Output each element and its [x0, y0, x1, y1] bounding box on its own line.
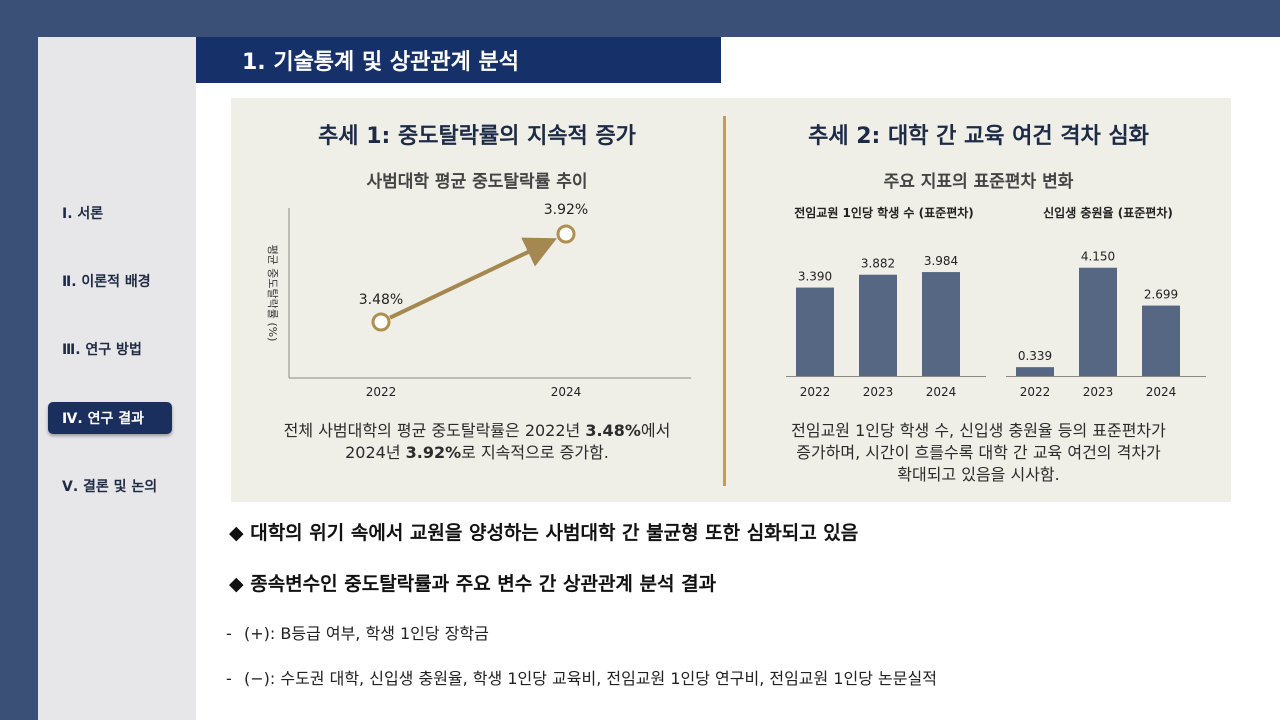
enrollment-rate-bar-2022 [1016, 367, 1054, 376]
x-tick-2022: 2022 [366, 385, 397, 398]
enrollment-rate-bar-2023 [1079, 267, 1117, 376]
faculty-ratio-bar-2023 [859, 274, 897, 376]
enrollment-rate-x-tick-2024: 2024 [1146, 385, 1177, 399]
sidebar-item-introduction[interactable]: Ⅰ. 서론 [62, 206, 104, 222]
data-point-2024 [556, 224, 576, 244]
faculty-ratio-bar-2024 [922, 272, 960, 376]
dash-marker: - [226, 669, 232, 688]
dash-marker: - [226, 624, 232, 643]
caption-text: 로 지속적으로 증가함. [461, 443, 609, 462]
bar-chart-2-title: 신입생 충원율 (표준편차) [1043, 206, 1173, 220]
panel-divider [723, 116, 726, 486]
trend1-caption: 전체 사범대학의 평균 중도탈락률은 2022년 3.48%에서 2024년 3… [231, 420, 723, 464]
sidebar-item-results[interactable]: Ⅳ. 연구 결과 [48, 402, 172, 434]
slide: Ⅰ. 서론 Ⅱ. 이론적 배경 Ⅲ. 연구 방법 Ⅳ. 연구 결과 Ⅴ. 결론 … [38, 37, 1280, 720]
enrollment-rate-bar-2024 [1142, 305, 1180, 376]
sidebar-item-method[interactable]: Ⅲ. 연구 방법 [62, 342, 142, 358]
bullet-correlation: ◆ 종속변수인 중도탈락률과 주요 변수 간 상관관계 분석 결과 [229, 573, 717, 595]
sidebar-nav: Ⅰ. 서론 Ⅱ. 이론적 배경 Ⅲ. 연구 방법 Ⅳ. 연구 결과 Ⅴ. 결론 … [38, 37, 196, 720]
faculty-ratio-x-tick-2023: 2023 [863, 385, 894, 399]
caption-text: 2024년 [345, 443, 406, 462]
positive-correlates: - (+): B등급 여부, 학생 1인당 장학금 [226, 620, 489, 644]
faculty-ratio-x-tick-2024: 2024 [926, 385, 957, 399]
enrollment-rate-bar-chart: 0.339 2022 4.150 2023 2.699 2024 [1006, 250, 1206, 399]
data-label-2024: 3.92% [544, 202, 588, 218]
caption-text: 에서 [640, 421, 671, 440]
enrollment-rate-value-label-2024: 2.699 [1144, 288, 1178, 302]
faculty-ratio-bar-2022 [796, 287, 834, 376]
caption-line: 확대되고 있음을 시사함. [897, 465, 1060, 484]
faculty-ratio-value-label-2024: 3.984 [924, 254, 958, 268]
data-point-2022 [371, 312, 391, 332]
caption-highlight: 3.92% [405, 443, 462, 462]
positive-correlates-text: (+): B등급 여부, 학생 1인당 장학금 [244, 624, 489, 643]
faculty-ratio-value-label-2022: 3.390 [798, 270, 832, 284]
trend-arrow-line [389, 237, 557, 320]
faculty-ratio-x-tick-2022: 2022 [800, 385, 831, 399]
data-label-2022: 3.48% [359, 292, 403, 308]
trend1-title: 추세 1: 중도탈락률의 지속적 증가 [318, 124, 636, 149]
negative-correlates: - (−): 수도권 대학, 신입생 충원율, 학생 1인당 교육비, 전임교원 … [226, 665, 937, 689]
enrollment-rate-value-label-2022: 0.339 [1018, 349, 1052, 363]
y-axis-label: 평균 중도탈락률 (%) [266, 245, 279, 342]
caption-line: 증가하며, 시간이 흐를수록 대학 간 교육 여건의 격차가 [796, 443, 1161, 462]
caption-line: 전임교원 1인당 학생 수, 신입생 충원율 등의 표준편차가 [791, 421, 1166, 440]
enrollment-rate-x-tick-2023: 2023 [1083, 385, 1114, 399]
caption-text: 전체 사범대학의 평균 중도탈락률은 2022년 [283, 421, 586, 440]
infographic-figure: 추세 1: 중도탈락률의 지속적 증가 사범대학 평균 중도탈락률 추이 평균 … [231, 98, 1231, 502]
trend2-title: 추세 2: 대학 간 교육 여건 격차 심화 [808, 124, 1149, 149]
trend1-chart-title: 사범대학 평균 중도탈락률 추이 [366, 172, 588, 192]
x-tick-2024: 2024 [551, 385, 582, 398]
sidebar-item-conclusion[interactable]: Ⅴ. 결론 및 논의 [62, 479, 158, 495]
dropout-line-chart: 평균 중도탈락률 (%) 3.48% 3.92% 2022 2024 [266, 202, 691, 398]
trend2-chart-title: 주요 지표의 표준편차 변화 [883, 172, 1074, 192]
bar-chart-1-title: 전임교원 1인당 학생 수 (표준편차) [794, 206, 974, 220]
enrollment-rate-x-tick-2022: 2022 [1020, 385, 1051, 399]
caption-highlight: 3.48% [585, 421, 641, 440]
bullet-imbalance: ◆ 대학의 위기 속에서 교원을 양성하는 사범대학 간 불균형 또한 심화되고… [229, 522, 859, 544]
faculty-ratio-value-label-2023: 3.882 [861, 257, 895, 271]
page-title: 1. 기술통계 및 상관관계 분석 [196, 37, 721, 83]
faculty-ratio-bar-chart: 3.390 2022 3.882 2023 3.984 2024 [786, 254, 986, 399]
enrollment-rate-value-label-2023: 4.150 [1081, 250, 1115, 264]
negative-correlates-text: (−): 수도권 대학, 신입생 충원율, 학생 1인당 교육비, 전임교원 1… [244, 669, 937, 688]
sidebar-item-theory[interactable]: Ⅱ. 이론적 배경 [62, 274, 151, 290]
trend2-caption: 전임교원 1인당 학생 수, 신입생 충원율 등의 표준편차가 증가하며, 시간… [726, 420, 1231, 486]
